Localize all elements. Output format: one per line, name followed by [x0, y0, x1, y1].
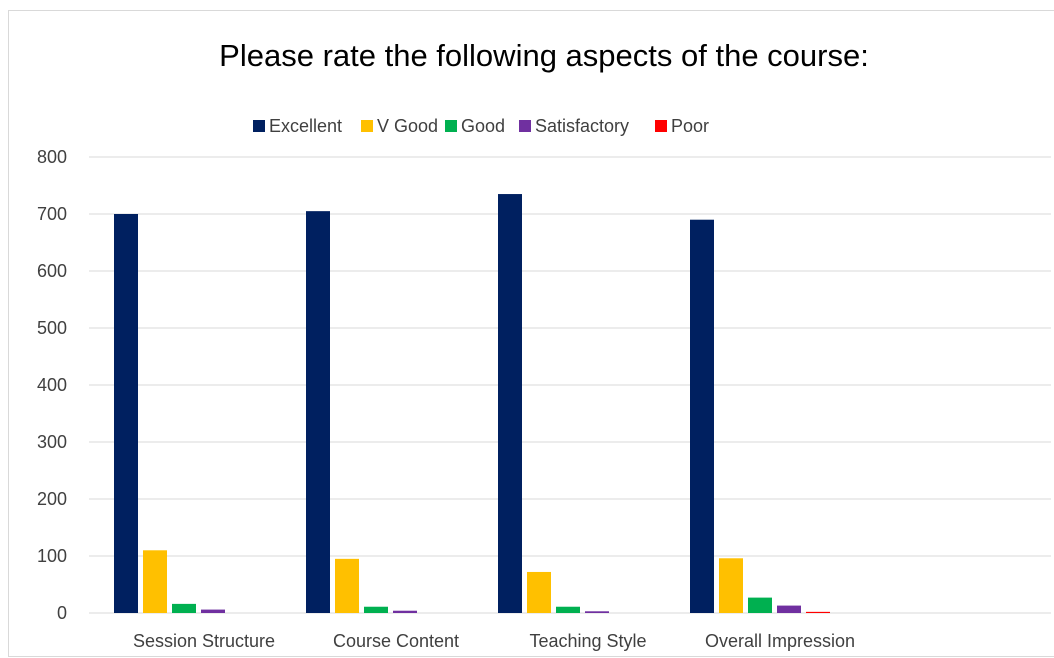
- y-tick-label: 400: [37, 375, 67, 395]
- legend-item-excellent: Excellent: [253, 116, 342, 136]
- bar-good: [172, 603, 196, 613]
- legend-swatch: [361, 120, 373, 132]
- bar-satisfactory: [777, 605, 801, 613]
- bar-excellent: [498, 194, 522, 614]
- bar-satisfactory: [393, 610, 417, 613]
- legend-item-satisfactory: Satisfactory: [519, 116, 629, 136]
- y-tick-label: 300: [37, 432, 67, 452]
- bar-excellent: [114, 214, 138, 613]
- x-axis-ticks: Session Structure Course Content Teaching …: [133, 631, 855, 651]
- x-tick-label: Teaching Style: [529, 631, 646, 651]
- legend-swatch: [655, 120, 667, 132]
- chart-legend: Excellent V Good Good Satisfactory Poor: [253, 116, 709, 136]
- y-tick-label: 0: [57, 603, 67, 623]
- legend-item-poor: Poor: [655, 116, 709, 136]
- y-axis-ticks: 0 100 200 300 400 500 600 700 800: [37, 147, 67, 623]
- bar-good: [748, 597, 772, 613]
- x-tick-label: Course Content: [333, 631, 459, 651]
- bar-v-good: [719, 558, 743, 613]
- y-tick-label: 600: [37, 261, 67, 281]
- legend-item-good: Good: [445, 116, 505, 136]
- legend-swatch: [253, 120, 265, 132]
- legend-item-v-good: V Good: [361, 116, 438, 136]
- bar-good: [556, 606, 580, 613]
- bar-excellent: [690, 219, 714, 613]
- bar-poor: [806, 611, 830, 613]
- bar-satisfactory: [201, 609, 225, 613]
- gridlines: [89, 156, 1051, 614]
- legend-label: Poor: [671, 116, 709, 136]
- bar-excellent: [306, 211, 330, 613]
- legend-label: Excellent: [269, 116, 342, 136]
- x-tick-label: Overall Impression: [705, 631, 855, 651]
- y-tick-label: 200: [37, 489, 67, 509]
- legend-swatch: [519, 120, 531, 132]
- chart-title: Please rate the following aspects of the…: [219, 38, 869, 73]
- chart-frame: Please rate the following aspects of the…: [8, 10, 1054, 657]
- legend-label: V Good: [377, 116, 438, 136]
- bar-chart: Please rate the following aspects of the…: [37, 38, 1051, 651]
- bar-v-good: [143, 550, 167, 613]
- y-tick-label: 800: [37, 147, 67, 167]
- bar-v-good: [527, 571, 551, 613]
- legend-swatch: [445, 120, 457, 132]
- bar-good: [364, 606, 388, 613]
- bar-v-good: [335, 558, 359, 613]
- legend-label: Good: [461, 116, 505, 136]
- bar-satisfactory: [585, 611, 609, 613]
- legend-label: Satisfactory: [535, 116, 629, 136]
- x-tick-label: Session Structure: [133, 631, 275, 651]
- bars: [114, 194, 830, 614]
- y-tick-label: 500: [37, 318, 67, 338]
- y-tick-label: 700: [37, 204, 67, 224]
- y-tick-label: 100: [37, 546, 67, 566]
